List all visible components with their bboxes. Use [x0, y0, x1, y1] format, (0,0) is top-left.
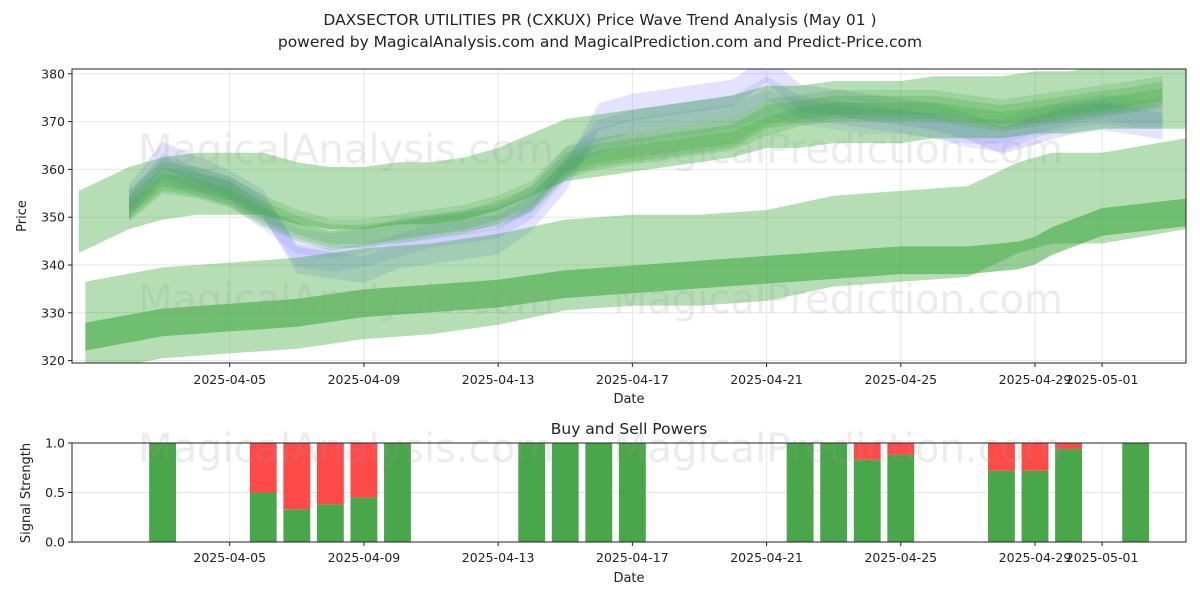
green-low-core-band — [85, 198, 1186, 351]
sell-power-bar — [988, 443, 1015, 471]
sell-power-bar — [249, 443, 277, 493]
watermark-text: MagicalPrediction.com — [613, 277, 1063, 323]
watermark-text: MagicalAnalysis.com — [138, 277, 554, 323]
green-wave-1-band — [129, 81, 1163, 248]
price-y-tick-label: 320 — [41, 353, 65, 368]
price-watermarks: MagicalAnalysis.com MagicalPrediction.com… — [138, 127, 1063, 323]
signal-watermarks: MagicalAnalysis.com MagicalPrediction.com — [138, 426, 1063, 472]
buy-power-bar — [1021, 470, 1049, 542]
price-x-tick-label: 2025-04-25 — [864, 372, 937, 387]
signal-y-axis-label: Signal Strength — [19, 443, 34, 543]
sell-power-bar — [887, 443, 915, 455]
signal-y-ticks: 0.0 0.5 1.0 — [45, 436, 72, 550]
signal-x-tick-label: 2025-04-21 — [730, 550, 803, 565]
watermark-text: MagicalPrediction.com — [613, 426, 1063, 472]
buy-power-bar — [887, 454, 915, 542]
buy-power-bar — [551, 443, 579, 542]
green-wave-3-band — [129, 75, 1163, 244]
buy-power-bar — [618, 443, 646, 542]
chart-title: DAXSECTOR UTILITIES PR (CXKUX) Price Wav… — [323, 11, 876, 29]
price-y-tick-label: 380 — [41, 66, 65, 81]
buy-power-bar — [786, 443, 814, 542]
buy-power-bar — [988, 470, 1015, 542]
buy-power-bar — [249, 492, 277, 542]
chart-subtitle: powered by MagicalAnalysis.com and Magic… — [278, 33, 922, 51]
signal-x-tick-label: 2025-04-25 — [864, 550, 937, 565]
price-panel: MagicalAnalysis.com MagicalPrediction.com… — [15, 66, 1187, 407]
signal-panel: Buy and Sell Powers MagicalAnalysis.com M… — [19, 420, 1187, 586]
signal-x-tick-label: 2025-05-01 — [1066, 550, 1139, 565]
signal-y-tick-label: 0.0 — [45, 535, 65, 550]
sell-power-bar — [283, 443, 311, 510]
price-x-tick-label: 2025-04-29 — [999, 372, 1072, 387]
signal-x-axis-label: Date — [613, 571, 644, 586]
buy-power-bar — [283, 509, 311, 542]
signal-x-tick-label: 2025-04-13 — [462, 550, 535, 565]
price-x-tick-label: 2025-04-05 — [193, 372, 266, 387]
signal-bars — [149, 443, 1150, 542]
watermark-text: MagicalPrediction.com — [613, 127, 1063, 173]
price-y-tick-label: 370 — [41, 114, 65, 129]
signal-x-tick-label: 2025-04-09 — [328, 550, 401, 565]
price-y-ticks: 320 330 340 350 360 370 380 — [41, 66, 72, 368]
price-y-tick-label: 340 — [41, 258, 65, 273]
sell-power-bar — [1055, 443, 1082, 449]
price-x-tick-label: 2025-05-01 — [1066, 372, 1139, 387]
signal-x-ticks: 2025-04-05 2025-04-09 2025-04-13 2025-04-17… — [193, 542, 1138, 565]
blue-wave-3-band — [129, 90, 1163, 259]
price-y-tick-label: 350 — [41, 210, 65, 225]
signal-chart-title: Buy and Sell Powers — [551, 420, 708, 438]
signal-x-tick-label: 2025-04-05 — [193, 550, 266, 565]
buy-power-bar — [149, 443, 177, 542]
sell-power-bar — [1021, 443, 1049, 471]
price-x-axis-label: Date — [613, 392, 644, 407]
sell-power-bar — [350, 443, 378, 498]
buy-power-bar — [384, 443, 411, 542]
sell-power-bar — [853, 443, 881, 460]
blue-wave-1-band — [129, 69, 1163, 284]
signal-y-tick-label: 0.5 — [45, 485, 65, 500]
price-y-tick-label: 330 — [41, 305, 65, 320]
green-wave-2-band — [129, 88, 1163, 251]
buy-power-bar — [1055, 448, 1082, 542]
price-x-tick-label: 2025-04-21 — [730, 372, 803, 387]
buy-power-bar — [853, 459, 881, 542]
watermark-text: MagicalAnalysis.com — [138, 127, 554, 173]
buy-power-bar — [518, 443, 546, 542]
price-grid — [72, 69, 1186, 363]
buy-power-bar — [316, 504, 344, 542]
signal-y-tick-label: 1.0 — [45, 436, 65, 451]
price-x-tick-label: 2025-04-13 — [462, 372, 535, 387]
watermark-text: MagicalAnalysis.com — [138, 426, 554, 472]
price-y-tick-label: 360 — [41, 162, 65, 177]
blue-wave-2-band — [129, 76, 1163, 272]
price-x-tick-label: 2025-04-09 — [328, 372, 401, 387]
signal-x-tick-label: 2025-04-17 — [596, 550, 669, 565]
price-x-tick-label: 2025-04-17 — [596, 372, 669, 387]
buy-power-bar — [820, 443, 848, 542]
buy-power-bar — [585, 443, 613, 542]
price-x-ticks: 2025-04-05 2025-04-09 2025-04-13 2025-04-17… — [193, 363, 1138, 387]
green-trend-wide-band — [78, 69, 1186, 253]
buy-power-bar — [1122, 443, 1150, 542]
price-wave-bands — [78, 69, 1186, 363]
signal-x-tick-label: 2025-04-29 — [999, 550, 1072, 565]
price-y-axis-label: Price — [15, 200, 30, 232]
price-panel-frame — [71, 68, 1187, 364]
sell-power-bar — [316, 443, 344, 505]
buy-power-bar — [350, 497, 378, 542]
